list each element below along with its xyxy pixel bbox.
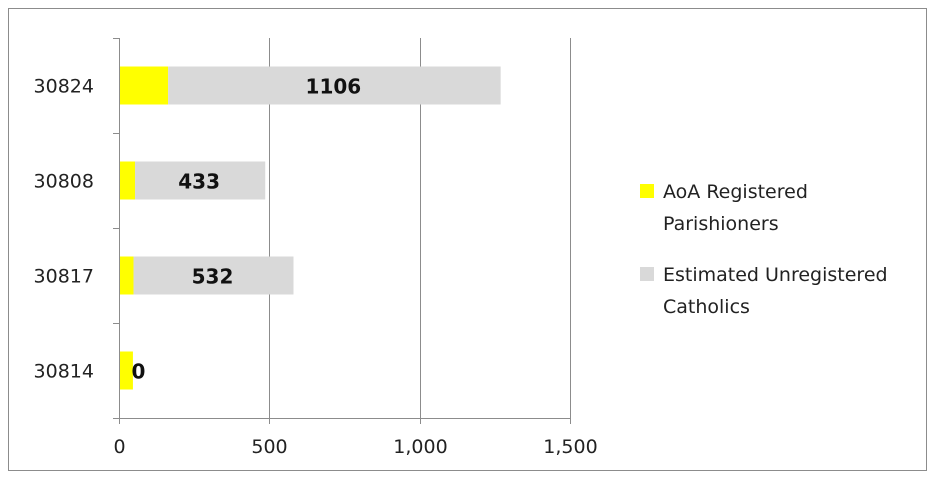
legend-label: Parishioners [663,213,779,235]
bars [120,66,501,390]
data-labels: 0 532 433 1106 [132,75,362,384]
bar-unregistered [135,161,266,200]
bar-registered [120,66,169,105]
bar-registered [120,256,134,295]
x-tick-label: 1,000 [393,436,447,458]
y-tick-label: 30824 [34,76,94,98]
x-tick-label: 500 [251,436,287,458]
legend-swatch [640,267,654,281]
bar-registered [120,161,136,200]
axes: 0 500 1,000 1,500 30814 30817 30808 30824 [34,38,598,458]
legend-swatch [640,184,654,198]
data-label: 0 [132,360,146,384]
x-tick-label: 0 [113,436,125,458]
bar-registered [120,351,133,390]
data-label: 1106 [306,75,362,99]
y-tick-label: 30808 [34,171,94,193]
legend-label: AoA Registered [663,181,808,203]
y-tick-label: 30814 [34,361,94,383]
bar-unregistered [168,66,501,105]
legend: AoA Registered Parishioners Estimated Unre… [640,181,888,318]
x-tick-label: 1,500 [543,436,597,458]
bar-unregistered [133,256,294,295]
data-label: 433 [178,170,220,194]
legend-label: Catholics [663,296,750,318]
y-tick-label: 30817 [34,266,94,288]
legend-label: Estimated Unregistered [663,264,888,286]
data-label: 532 [192,265,234,289]
